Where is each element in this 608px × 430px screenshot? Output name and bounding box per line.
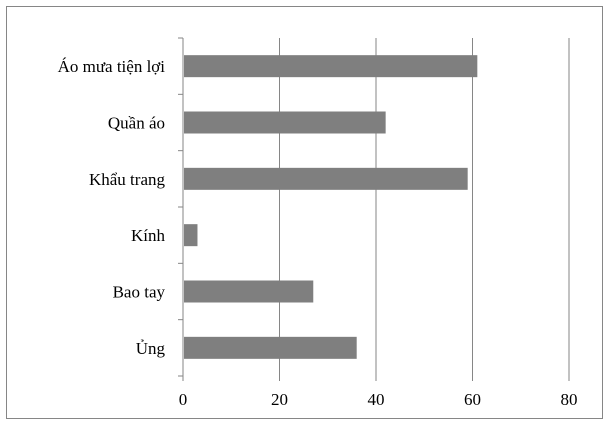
bar-4 xyxy=(184,280,314,303)
bar-5 xyxy=(184,336,357,359)
x-tick-label-40: 40 xyxy=(368,390,385,409)
bars xyxy=(184,55,478,359)
x-tick-label-80: 80 xyxy=(561,390,578,409)
category-label-3: Kính xyxy=(131,226,166,245)
axes xyxy=(178,37,570,381)
category-label-0: Áo mưa tiện lợi xyxy=(58,57,166,76)
x-tick-label-60: 60 xyxy=(464,390,481,409)
category-label-2: Khẩu trang xyxy=(89,170,166,189)
bar-3 xyxy=(184,224,198,247)
x-tick-label-20: 20 xyxy=(271,390,288,409)
bar-0 xyxy=(184,55,478,78)
axis-labels: 0 20 40 60 80 Áo mưa tiện lợi Quần áo Khẩu tran… xyxy=(58,57,578,409)
category-label-4: Bao tay xyxy=(113,283,166,302)
bar-1 xyxy=(184,111,386,134)
bar-2 xyxy=(184,167,468,190)
category-label-1: Quần áo xyxy=(108,114,165,133)
gridlines xyxy=(279,38,570,376)
x-tick-label-0: 0 xyxy=(179,390,188,409)
category-label-5: Ủng xyxy=(136,339,166,358)
